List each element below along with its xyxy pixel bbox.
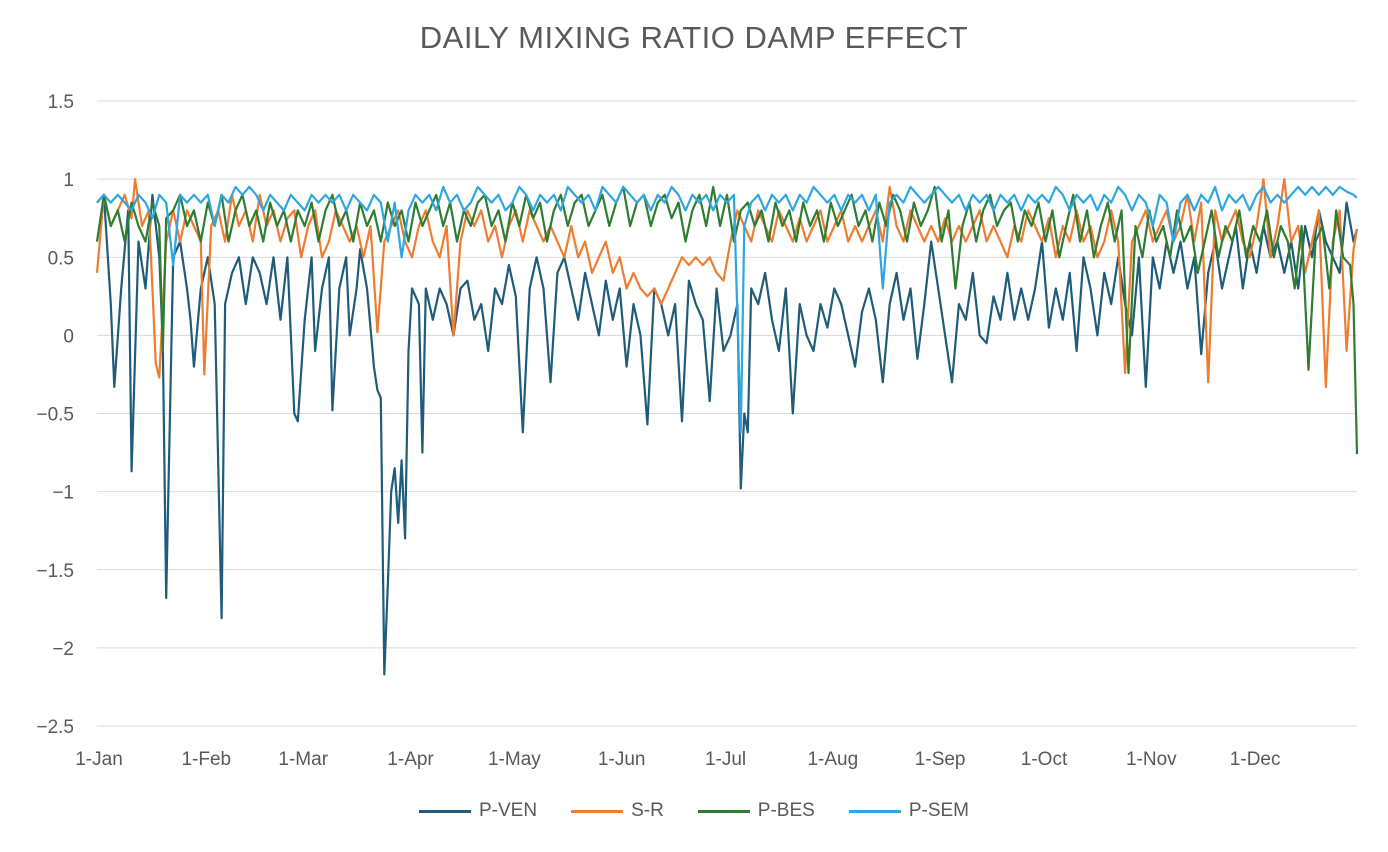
x-tick-label: 1-May [488,749,541,770]
series-lines [95,178,1359,676]
legend-label: P-BES [757,800,815,821]
legend-item-p-bes: P-BES [697,800,815,822]
legend-item-s-r: S-R [571,800,664,822]
x-tick-label: 1-Sep [915,749,966,770]
x-tick-label: 1-Dec [1230,749,1281,770]
legend-label: P-SEM [908,800,970,821]
series-line-p-sem [96,185,1358,434]
y-tick-label: 0 [63,326,74,347]
y-tick-label: −2 [52,639,74,660]
x-tick-label: 1-Nov [1126,749,1177,770]
y-tick-label: 1.5 [48,92,74,113]
series-line-p-ven [96,193,1359,676]
series-line-p-bes [95,185,1359,455]
x-axis: 1-Jan 1-Feb 1-Mar 1-Apr 1-May 1-Jun 1-Jul 1-Aug… [75,749,1280,770]
x-tick-label: 1-Aug [807,749,858,770]
x-tick-label: 1-Apr [387,749,434,770]
legend-swatch [848,809,901,813]
legend-swatch [418,809,471,813]
legend-item-p-ven: P-VEN [418,800,538,822]
y-tick-label: 1 [63,170,74,191]
x-tick-label: 1-Jun [598,749,646,770]
y-tick-label: −1.5 [36,561,74,582]
x-tick-label: 1-Jul [705,749,746,770]
legend-label: P-VEN [478,800,538,821]
legend-label: S-R [631,800,664,821]
y-tick-label: −0.5 [36,405,74,426]
y-tick-label: 0.5 [48,248,74,269]
legend-swatch [697,809,750,813]
x-tick-label: 1-Feb [181,749,231,770]
y-tick-label: −1 [52,483,74,504]
x-tick-label: 1-Oct [1021,749,1068,770]
x-tick-label: 1-Jan [75,749,123,770]
legend-swatch [571,809,624,813]
legend-item-p-sem: P-SEM [848,800,970,822]
y-axis: 1.5 1 0.5 0 −0.5 −1 −1.5 −2 −2.5 [36,92,74,738]
y-tick-label: −2.5 [36,717,74,738]
legend: P-VEN S-R P-BES P-SEM [0,800,1388,822]
x-tick-label: 1-Mar [278,749,328,770]
chart-title: DAILY MIXING RATIO DAMP EFFECT [419,20,969,55]
chart-plot-area: 1.5 1 0.5 0 −0.5 −1 −1.5 −2 −2.5 1-Jan 1-Feb 1-Mar… [36,92,1359,770]
